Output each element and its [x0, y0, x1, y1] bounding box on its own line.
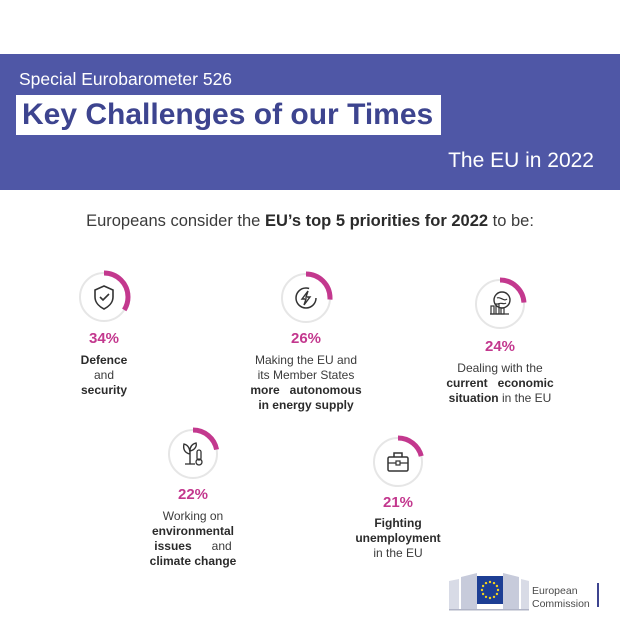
priority-label-2: Making the EU and its Member States more a… — [250, 353, 362, 412]
priority-donut-1 — [77, 270, 131, 324]
priority-percent-3: 24% — [484, 338, 516, 355]
energy-bolt-icon — [295, 287, 317, 309]
eu-star — [495, 584, 499, 588]
priority-label-4: Working on environmental issues and climate… — [149, 509, 237, 568]
plant-thermometer-icon — [182, 442, 203, 466]
eu-star — [488, 580, 492, 584]
logo-divider — [597, 583, 599, 607]
eu-star — [495, 592, 499, 596]
intro-bold: EU’s top 5 priorities for 2022 — [264, 212, 489, 230]
edition-label: The EU in 2022 — [448, 149, 594, 172]
donut-value-arc — [77, 270, 131, 324]
survey-subtitle: Special Eurobarometer 526 — [19, 69, 233, 89]
priority-donut-2 — [279, 271, 333, 325]
eu-star — [488, 596, 492, 600]
priority-donut-5 — [371, 435, 425, 489]
priority-percent-5: 21% — [382, 494, 414, 511]
title-box: Key Challenges of our Times — [16, 95, 442, 135]
eu-stars — [480, 580, 500, 600]
eu-star — [492, 595, 496, 599]
ec-building-icon — [449, 573, 529, 611]
eu-star — [481, 584, 485, 588]
priority-label-1: Defence and security — [80, 353, 128, 397]
economy-globe-icon — [490, 291, 511, 315]
priority-donut-4 — [166, 427, 220, 481]
priority-percent-1: 34% — [88, 330, 120, 347]
eu-star — [496, 588, 500, 592]
ec-logo-text: European Commission — [532, 585, 590, 611]
eu-star — [481, 592, 485, 596]
donut-value-arc — [166, 427, 220, 481]
intro-text: Europeans consider the EU’s top 5 priori… — [0, 212, 620, 231]
header-banner: Special Eurobarometer 526 Key Challenges… — [0, 54, 620, 190]
donut-value-arc — [279, 271, 333, 325]
priority-donut-3 — [473, 277, 527, 331]
ec-logo-line2: Commission — [532, 598, 590, 610]
priority-label-5: Fighting unemployment in the EU — [355, 516, 441, 560]
intro-pre: Europeans consider the — [86, 212, 265, 230]
eu-star — [492, 581, 496, 585]
priority-percent-2: 26% — [290, 330, 322, 347]
ec-logo — [449, 573, 529, 611]
intro-post: to be: — [488, 212, 534, 230]
ec-logo-line1: European — [532, 585, 578, 597]
priority-percent-4: 22% — [177, 486, 209, 503]
eu-star — [484, 581, 488, 585]
eu-star — [480, 588, 484, 592]
priority-label-3: Dealing with the current economic situatio… — [446, 361, 554, 405]
shield-check-icon — [94, 285, 114, 310]
eu-star — [484, 595, 488, 599]
page-title: Key Challenges of our Times — [22, 98, 434, 131]
donut-value-arc — [371, 435, 425, 489]
briefcase-icon — [387, 452, 409, 472]
donut-value-arc — [473, 277, 527, 331]
